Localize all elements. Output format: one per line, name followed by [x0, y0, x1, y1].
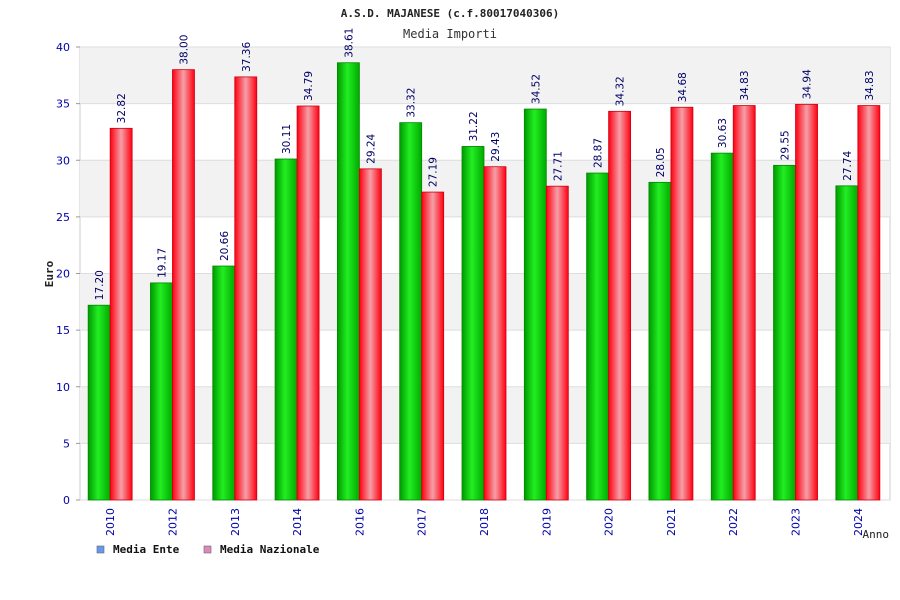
bar-media-ente-2018: [461, 146, 485, 501]
x-tick-label: 2018: [478, 508, 491, 536]
legend-label-media-nazionale: Media Nazionale: [220, 543, 320, 556]
bar-media-ente-2024: [835, 185, 859, 501]
x-tick-label: 2022: [727, 508, 740, 536]
bar-media-nazionale-2023: [795, 103, 818, 501]
bar-media-nazionale-2024: [857, 105, 881, 501]
legend-label-media-ente: Media Ente: [113, 543, 180, 556]
bar-value-label: 34.83: [739, 70, 751, 100]
bar-value-label: 34.94: [802, 69, 814, 99]
chart-title: A.S.D. MAJANESE (c.f.80017040306): [341, 7, 560, 20]
y-axis-label: Euro: [43, 260, 56, 287]
x-tick-label: 2014: [291, 508, 304, 536]
bar-value-labels: 17.20 32.82 19.17 38.00 20.66 37.36 30.11 34.79…: [94, 28, 876, 301]
bar-media-ente-2022: [710, 152, 734, 501]
bar-value-label: 38.61: [343, 28, 355, 58]
bar-media-nazionale-2021: [670, 106, 694, 501]
bars: [87, 62, 881, 501]
bar-media-ente-2017: [399, 122, 423, 501]
bar-value-label: 27.71: [552, 151, 564, 181]
bar-value-label: 30.11: [281, 124, 293, 154]
legend-swatch-media-ente: [96, 545, 105, 554]
grid-band: [80, 47, 890, 104]
y-tick-label: 40: [56, 41, 70, 54]
x-tick-label: 2019: [540, 508, 553, 536]
x-tick-label: 2013: [229, 508, 242, 536]
bar-value-label: 38.00: [178, 35, 190, 65]
x-tick-label: 2016: [353, 508, 366, 536]
bar-value-label: 27.74: [842, 150, 854, 180]
x-tick-label: 2024: [852, 508, 865, 536]
bar-media-ente-2023: [773, 164, 796, 501]
x-axis-ticks: 2010 2012 2013 2014 2016 2017 2018 2019 2020 2021…: [104, 508, 865, 536]
bar-media-ente-2014: [274, 158, 298, 501]
x-tick-label: 2010: [104, 508, 117, 536]
bar-value-label: 31.22: [468, 111, 480, 141]
bar-value-label: 28.87: [593, 138, 605, 168]
bar-media-nazionale-2012: [172, 69, 195, 501]
bar-media-nazionale-2016: [358, 168, 382, 501]
bar-media-ente-2021: [648, 181, 672, 501]
y-tick-label: 30: [56, 154, 70, 167]
y-tick-label: 20: [56, 268, 70, 281]
bar-value-label: 34.32: [615, 76, 627, 106]
legend-swatch-media-nazionale: [203, 545, 212, 554]
bar-value-label: 34.68: [677, 72, 689, 102]
bar-value-label: 32.82: [116, 93, 128, 123]
x-tick-label: 2023: [790, 508, 803, 536]
y-tick-label: 10: [56, 381, 70, 394]
chart-subtitle: Media Importi: [403, 27, 497, 41]
x-tick-label: 2017: [416, 508, 429, 536]
y-tick-label: 0: [63, 494, 70, 507]
y-axis-ticks: 0 5 10 15 20 25 30 35 40: [56, 41, 80, 507]
bar-media-nazionale-2017: [421, 191, 445, 501]
bar-media-ente-2013: [212, 265, 236, 501]
bar-media-ente-2019: [523, 108, 547, 501]
x-axis-label: Anno: [863, 528, 890, 541]
legend: Media Ente Media Nazionale: [96, 543, 320, 556]
bar-value-label: 20.66: [219, 231, 231, 261]
bar-media-ente-2020: [586, 172, 610, 501]
bar-value-label: 19.17: [156, 248, 168, 278]
bar-media-nazionale-2018: [483, 166, 507, 501]
bar-value-label: 29.55: [780, 130, 792, 160]
x-tick-label: 2012: [166, 508, 179, 536]
bar-media-nazionale-2013: [234, 76, 258, 501]
bar-value-label: 28.05: [655, 147, 667, 177]
bar-value-label: 30.63: [717, 118, 729, 148]
bar-media-nazionale-2014: [296, 105, 320, 501]
y-tick-label: 35: [56, 98, 70, 111]
y-tick-label: 25: [56, 211, 70, 224]
bar-media-nazionale-2022: [732, 105, 756, 501]
bar-value-label: 34.79: [303, 71, 315, 101]
bar-media-ente-2010: [87, 304, 111, 501]
bar-media-ente-2012: [150, 282, 173, 501]
x-tick-label: 2020: [603, 508, 616, 536]
bar-value-label: 29.43: [490, 132, 502, 162]
bar-media-nazionale-2020: [608, 110, 632, 501]
bar-value-label: 27.19: [428, 157, 440, 187]
x-tick-label: 2021: [665, 508, 678, 536]
bar-media-ente-2016: [336, 62, 360, 501]
bar-value-label: 33.32: [406, 88, 418, 118]
bar-value-label: 37.36: [241, 42, 253, 72]
y-tick-label: 15: [56, 324, 70, 337]
bar-value-label: 17.20: [94, 270, 106, 300]
bar-value-label: 29.24: [365, 133, 377, 163]
bar-value-label: 34.83: [864, 70, 876, 100]
bar-media-nazionale-2010: [109, 127, 133, 501]
bar-value-label: 34.52: [530, 74, 542, 104]
bar-media-nazionale-2019: [545, 185, 569, 501]
y-tick-label: 5: [63, 437, 70, 450]
